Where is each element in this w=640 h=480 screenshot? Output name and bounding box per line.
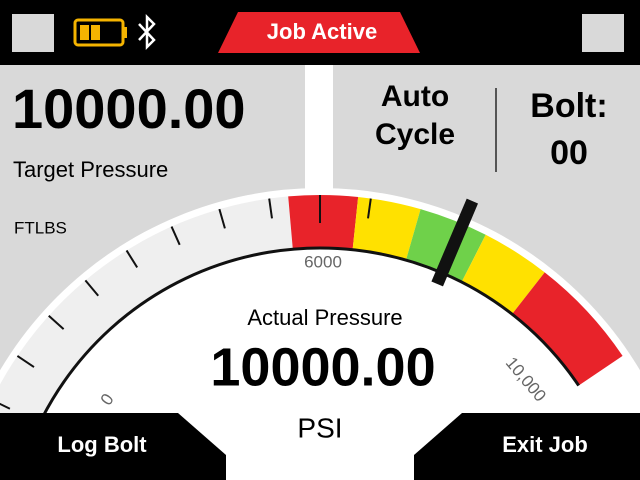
gauge-tick [367,198,372,219]
button-bar-right [414,413,640,480]
gauge-zone [512,272,623,386]
gauge-tick [218,208,226,229]
bluetooth-icon [138,13,156,51]
gauge-zone [461,234,545,315]
target-label: Target Pressure [13,157,168,182]
gauge-zone [288,195,359,250]
gauge-tick [48,315,65,330]
battery-icon [73,18,127,47]
actual-unit: PSI [297,412,342,443]
actual-label: Actual Pressure [247,305,402,330]
target-unit: FTLBS [14,218,67,237]
actual-value: 10000.00 [210,337,435,397]
gauge-needle [431,198,479,287]
gauge-baseline [17,246,580,480]
panel-divider [305,65,333,205]
placeholder-icon [12,14,54,52]
target-value: 10000.00 [12,77,246,140]
gauge-tick [16,355,35,368]
mode-line: Cycle [375,118,455,151]
gauge-tick-label: 6000 [304,252,342,271]
exit-job-button[interactable]: Exit Job [502,432,588,457]
log-bolt-button[interactable]: Log Bolt [57,432,147,457]
gauge-tick [0,402,11,410]
job-status: Job Active [267,19,377,44]
gauge-tick [268,198,273,219]
button-bar-left [0,413,226,480]
bolt-label: Bolt: [530,87,607,125]
gauge-tick [125,249,139,268]
gauge-tick [170,226,181,246]
mode-line: Auto [381,80,449,113]
placeholder-icon [582,14,624,52]
gauge-tick [84,279,100,297]
bolt-value: 00 [550,134,588,172]
job-status-badge [218,12,420,53]
gauge-band [0,196,293,480]
